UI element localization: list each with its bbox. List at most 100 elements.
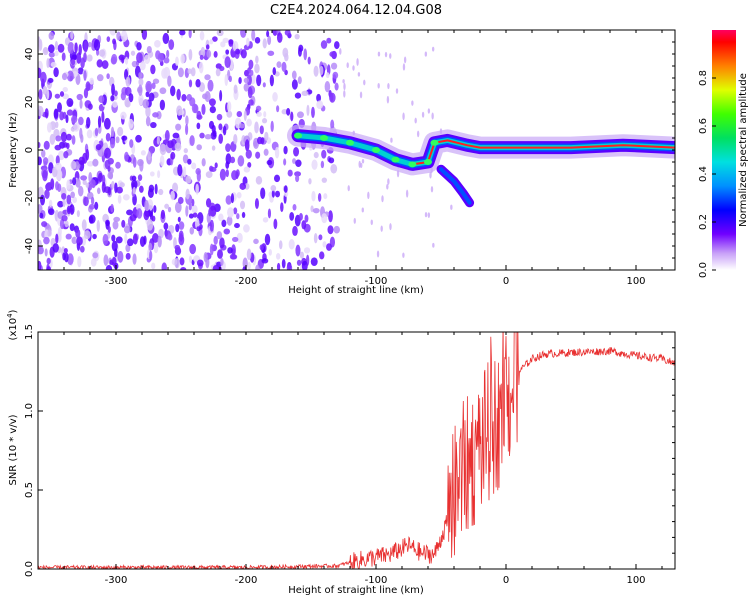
heatmap-cell (153, 205, 157, 213)
heatmap-cell (121, 219, 126, 228)
heatmap-cell (253, 238, 259, 245)
heatmap-cell (76, 52, 82, 64)
heatmap-cell (321, 149, 327, 159)
heatmap-cell (111, 234, 116, 242)
heatmap-cell (296, 259, 302, 266)
heatmap-cell (211, 124, 216, 134)
heatmap-cell (239, 123, 245, 129)
heatmap-cell (269, 74, 274, 87)
heatmap-cell (157, 170, 161, 179)
heatmap-cell (128, 93, 134, 103)
heatmap-cell (177, 67, 184, 78)
heatmap-cell (178, 221, 185, 230)
heatmap-cell (83, 52, 87, 63)
heatmap-cell (57, 200, 64, 208)
heatmap-cell (96, 59, 103, 68)
heatmap-cell (424, 51, 428, 57)
heatmap-cell (66, 70, 74, 82)
heatmap-cell (330, 119, 335, 130)
heatmap-cell (259, 244, 264, 251)
heatmap-cell (105, 264, 113, 270)
heatmap-cell (167, 75, 172, 87)
heatmap-cell (189, 243, 197, 255)
heatmap-cell (106, 36, 111, 43)
snr-scale-prefix: (x10 (8, 318, 19, 341)
heatmap-cell (296, 111, 304, 119)
heatmap-cell (82, 179, 87, 186)
heatmap-cell (295, 174, 300, 183)
heatmap-cell (136, 41, 142, 51)
heatmap-cell (370, 219, 373, 226)
heatmap-cell (44, 189, 50, 199)
heatmap-cell (303, 48, 308, 61)
heatmap-cell (59, 91, 65, 97)
heatmap-cell (145, 91, 150, 98)
x-tick-label: 0 (503, 575, 509, 586)
heatmap-cell (245, 149, 252, 159)
heatmap-cell (149, 250, 153, 261)
heatmap-cell (190, 67, 196, 77)
heatmap-cell (202, 93, 208, 100)
heatmap-cell (191, 204, 198, 214)
heatmap-cell (79, 99, 83, 109)
heatmap-cell (254, 121, 259, 134)
heatmap-cell (367, 191, 370, 200)
heatmap-cell (328, 210, 333, 223)
heatmap-cell (44, 108, 49, 119)
heatmap-cell (64, 252, 69, 263)
heatmap-cell (185, 123, 189, 136)
heatmap-cell (154, 183, 158, 195)
spectrogram-y-label: Frequency (Hz) (8, 112, 19, 188)
heatmap-cell (389, 223, 392, 231)
heatmap-cell (139, 185, 144, 193)
heatmap-cell (61, 214, 68, 222)
heatmap-cell (70, 30, 74, 40)
heatmap-cell (63, 151, 69, 159)
heatmap-cell (110, 203, 114, 213)
heatmap-cell (177, 196, 184, 204)
heatmap-cell (87, 41, 92, 48)
heatmap-cell (195, 79, 201, 88)
heatmap-cell (145, 116, 151, 127)
heatmap-cell (287, 169, 293, 177)
heatmap-cell (227, 101, 232, 112)
heatmap-cell (64, 220, 69, 228)
heatmap-cell (386, 95, 390, 104)
heatmap-cell (102, 233, 109, 246)
heatmap-cell (156, 135, 160, 145)
heatmap-cell (330, 62, 338, 70)
heatmap-cell (356, 58, 359, 66)
heatmap-cell (263, 148, 269, 156)
heatmap-cell (387, 178, 390, 185)
heatmap-cell (174, 258, 180, 269)
heatmap-cell (221, 219, 227, 228)
heatmap-cell (179, 257, 185, 266)
heatmap-cell (189, 135, 195, 147)
heatmap-cell (363, 79, 366, 86)
heatmap-cell (248, 99, 254, 106)
colorbar-label: Normalized spectral amplitude (738, 73, 749, 227)
heatmap-cell (180, 266, 187, 270)
heatmap-cell (312, 208, 320, 214)
heatmap-cell (59, 111, 65, 121)
heatmap-cell (57, 150, 65, 161)
heatmap-cell (263, 111, 267, 118)
heatmap-cell (143, 210, 150, 221)
heatmap-cell (154, 40, 161, 48)
snr-series (38, 332, 675, 569)
heatmap-cell (220, 41, 226, 48)
heatmap-cell (270, 120, 274, 133)
heatmap-cell (187, 68, 192, 75)
heatmap-cell (180, 53, 185, 64)
heatmap-cell (209, 243, 214, 256)
heatmap-cell (167, 206, 172, 213)
heatmap-cell (159, 99, 166, 111)
colorbar-tick-label: 0.0 (698, 262, 709, 278)
heatmap-cell (38, 260, 42, 270)
y-tick-label: 40 (24, 48, 35, 61)
heatmap-cell (414, 117, 417, 124)
heatmap-cell (267, 50, 275, 56)
heatmap-cell (262, 38, 267, 49)
heatmap-cell (149, 171, 155, 177)
colorbar-tick-label: 0.8 (698, 70, 709, 86)
